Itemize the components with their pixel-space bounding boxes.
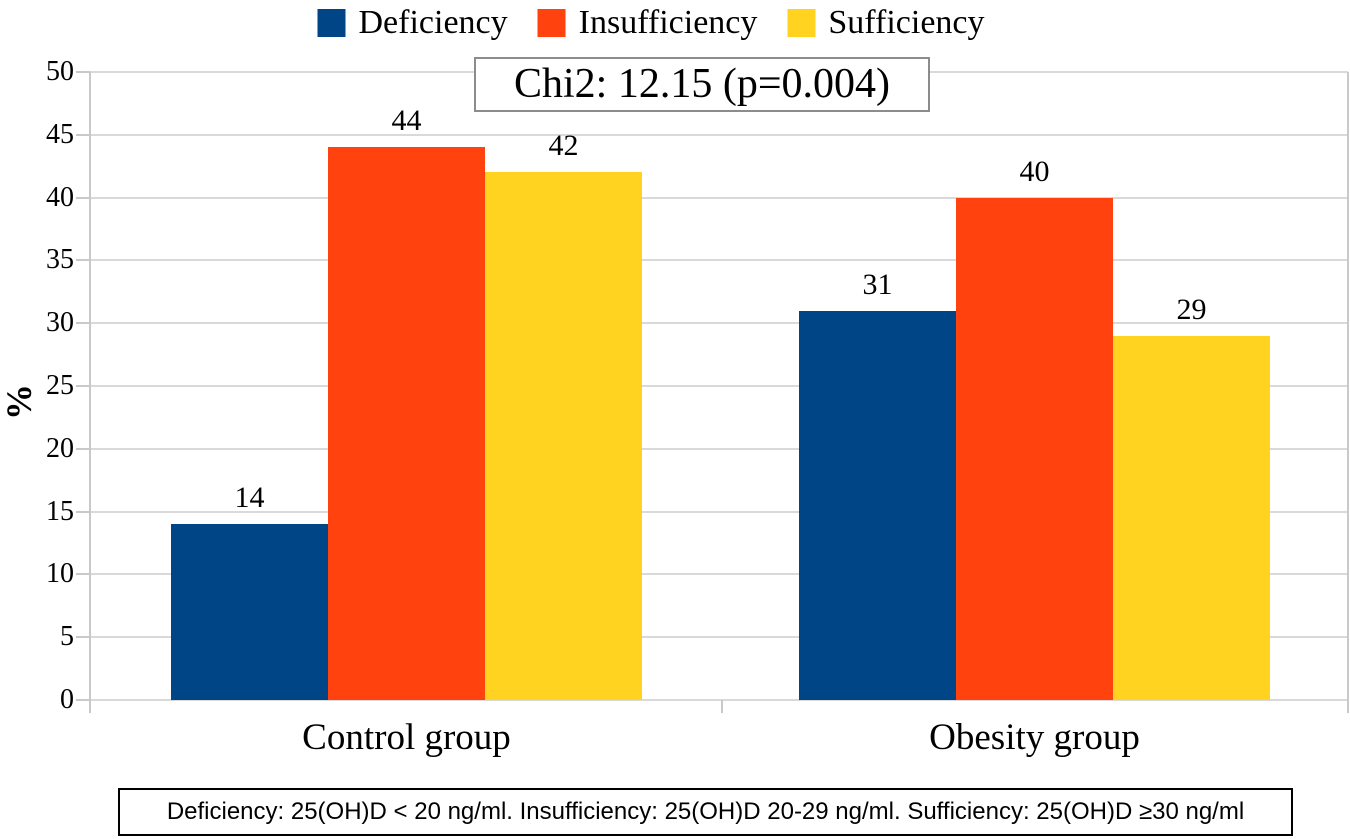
category-label: Obesity group — [929, 717, 1140, 758]
y-axis-tick — [76, 699, 90, 701]
y-axis-tick — [76, 385, 90, 387]
legend-item: Sufficiency — [787, 4, 985, 42]
bar-value-label: 40 — [1019, 155, 1050, 188]
legend-swatch-icon — [787, 9, 816, 37]
category-boundary-tick — [721, 700, 723, 713]
gridline — [90, 133, 1348, 136]
gridline — [90, 322, 1348, 325]
footnote-box: Deficiency: 25(OH)D < 20 ng/ml. Insuffic… — [118, 788, 1293, 836]
category-label: Control group — [302, 717, 511, 758]
gridline — [90, 447, 1348, 450]
gridline — [90, 573, 1348, 576]
legend-label: Sufficiency — [828, 4, 985, 41]
gridline — [90, 636, 1348, 639]
legend-item: Deficiency — [317, 4, 508, 42]
bar-insufficiency-2 — [956, 198, 1113, 700]
bar-sufficiency-2 — [1113, 336, 1270, 700]
bar-value-label: 29 — [1176, 293, 1207, 326]
y-axis-tick-label: 20 — [46, 432, 74, 464]
y-axis-tick — [76, 510, 90, 513]
y-axis-tick — [76, 447, 90, 450]
gridline — [90, 385, 1348, 387]
legend: Deficiency Insufficiency Sufficiency — [317, 4, 985, 42]
y-axis-tick-label: 10 — [46, 558, 74, 590]
y-axis-tick-label: 35 — [46, 244, 74, 276]
y-axis-tick-label: 5 — [60, 621, 74, 653]
legend-label: Insufficiency — [578, 4, 758, 41]
bar-insufficiency-1 — [328, 147, 485, 700]
gridline — [90, 259, 1348, 262]
y-axis-tick-label: 40 — [46, 181, 74, 213]
y-axis-tick-label: 15 — [46, 495, 74, 527]
y-axis-tick — [76, 71, 90, 73]
bar-deficiency-1 — [171, 524, 328, 700]
legend-swatch-icon — [537, 9, 566, 37]
bar-deficiency-2 — [799, 311, 956, 700]
bar-sufficiency-1 — [485, 172, 642, 700]
gridline — [90, 510, 1348, 513]
y-axis-tick-label: 30 — [46, 307, 74, 339]
y-axis-tick-label: 45 — [46, 118, 74, 150]
y-axis-tick — [76, 133, 90, 136]
bar-value-label: 14 — [234, 481, 265, 514]
y-axis-tick-label: 50 — [46, 56, 74, 87]
y-axis-tick — [76, 259, 90, 262]
bar-value-label: 44 — [391, 104, 422, 137]
legend-label: Deficiency — [358, 4, 508, 41]
y-axis-tick — [76, 636, 90, 639]
bar-value-label: 31 — [862, 268, 893, 301]
plot-right-border — [1347, 72, 1349, 713]
y-axis-tick-label: 0 — [60, 684, 74, 715]
legend-swatch-icon — [317, 9, 346, 37]
chart-title-box: Chi2: 12.15 (p=0.004) — [474, 57, 930, 112]
chart-title: Chi2: 12.15 (p=0.004) — [513, 61, 890, 107]
y-axis-tick — [76, 322, 90, 325]
gridline — [90, 196, 1348, 199]
gridline — [90, 699, 1348, 701]
y-axis-line — [89, 72, 91, 713]
y-axis-tick-label: 25 — [46, 370, 74, 401]
footnote-text: Deficiency: 25(OH)D < 20 ng/ml. Insuffic… — [166, 798, 1245, 825]
bar-value-label: 42 — [548, 129, 579, 162]
legend-item: Insufficiency — [537, 4, 758, 42]
y-axis-tick — [76, 196, 90, 199]
y-axis-title: % — [0, 384, 39, 420]
y-axis-tick — [76, 573, 90, 576]
